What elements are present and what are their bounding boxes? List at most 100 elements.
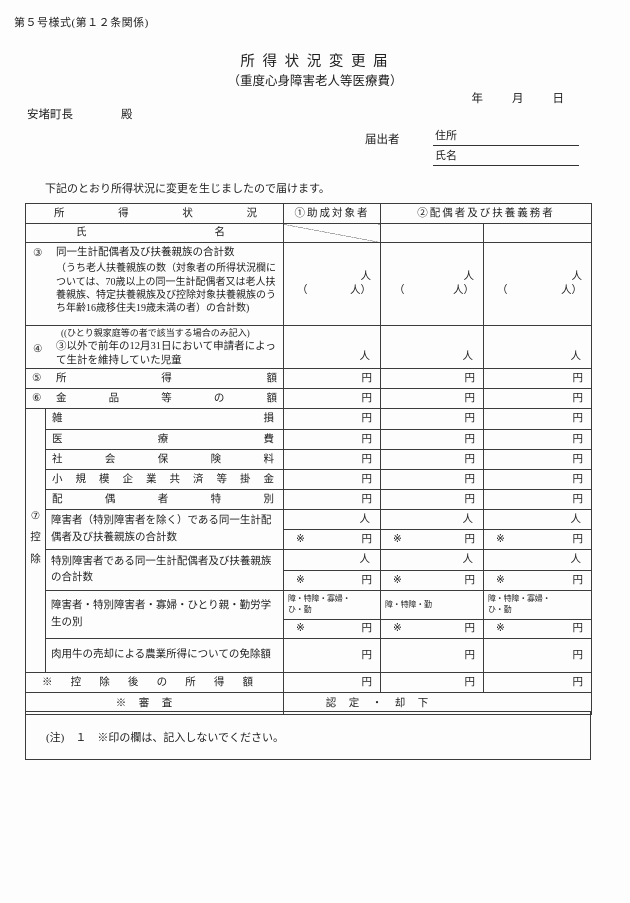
row5-value-recipient[interactable]: 円 xyxy=(283,368,381,390)
deduction-disabled-label: 障害者（特別障害者を除く）である同一生計配偶者及び扶養親族の合計数 xyxy=(45,509,284,551)
row5-value-spouse1[interactable]: 円 xyxy=(380,368,484,390)
date-month-label: 月 xyxy=(512,93,524,105)
category-spouse1[interactable]: 障・特障・勤 xyxy=(380,590,484,621)
date-year-label: 年 xyxy=(471,93,484,105)
deduction-misc-loss-label: 雑損 xyxy=(45,408,284,431)
row6-value-recipient[interactable]: 円 xyxy=(283,388,381,410)
row4-value-spouse2[interactable]: 人 xyxy=(483,324,592,370)
medical-recipient[interactable]: 円 xyxy=(283,429,381,451)
deduction-cattle-label: 肉用牛の売却による農業所得についての免除額 xyxy=(45,638,284,674)
social-insurance-recipient[interactable]: 円 xyxy=(283,449,381,471)
row4-label: ④ ((ひとり親家庭等の者で該当する場合のみ記入) ③以外で前年の12月31日に… xyxy=(25,324,284,370)
row4-value-spouse1[interactable]: 人 xyxy=(380,324,484,370)
cattle-spouse2[interactable]: 円 xyxy=(483,638,592,674)
diagonal-cell xyxy=(283,223,381,243)
row4-value-recipient[interactable]: 人 xyxy=(283,324,381,370)
row3-number: ③ xyxy=(33,248,43,259)
category-yen-recipient[interactable]: ※ 円 xyxy=(283,619,381,640)
col-header-spouse-dependents: ②配偶者及び扶養義務者 xyxy=(380,203,592,224)
note-text: (注) １ ※印の欄は、記入しないでください。 xyxy=(46,732,284,744)
category-yen-spouse1[interactable]: ※ 円 xyxy=(380,619,484,640)
address-field[interactable]: 住所 xyxy=(433,128,579,146)
disabled-yen-spouse2[interactable]: ※ 円 xyxy=(483,529,592,551)
misc-loss-recipient[interactable]: 円 xyxy=(283,408,381,431)
deduction-small-business-label: 小規模企業共済等掛金 xyxy=(45,469,284,491)
cattle-spouse1[interactable]: 円 xyxy=(380,638,484,674)
row3-title: 同一生計配偶者及び扶養親族の合計数 xyxy=(56,247,235,258)
row6-value-spouse1[interactable]: 円 xyxy=(380,388,484,410)
row5-label: ⑤ 所得額 xyxy=(25,368,284,390)
medical-spouse2[interactable]: 円 xyxy=(483,429,592,451)
after-deduction-label: ※控除後の所得額 xyxy=(25,672,284,694)
category-yen-spouse2[interactable]: ※ 円 xyxy=(483,619,592,640)
name-cell-spouse1[interactable] xyxy=(380,223,484,243)
name-row-label: 氏名 xyxy=(25,223,284,243)
disabled-count-recipient[interactable]: 人 xyxy=(283,509,381,531)
cattle-recipient[interactable]: 円 xyxy=(283,638,381,674)
address-label: 住所 xyxy=(435,130,457,142)
after-deduction-spouse1[interactable]: 円 xyxy=(380,672,484,694)
form-number: 第５号様式(第１２条関係) xyxy=(14,17,149,29)
date-line: 年 月 日 xyxy=(472,90,565,106)
special-disabled-count-spouse2[interactable]: 人 xyxy=(483,549,592,572)
row5-number: ⑤ xyxy=(32,372,42,384)
special-disabled-count-recipient[interactable]: 人 xyxy=(283,549,381,572)
spouse-special-recipient[interactable]: 円 xyxy=(283,489,381,511)
page-title: 所 得 状 況 変 更 届 xyxy=(240,54,390,70)
row6-value-spouse2[interactable]: 円 xyxy=(483,388,592,410)
row6-number: ⑥ xyxy=(32,392,42,404)
disabled-yen-spouse1[interactable]: ※ 円 xyxy=(380,529,484,551)
addressee-name: 安堵町長 xyxy=(27,109,73,121)
small-business-spouse1[interactable]: 円 xyxy=(380,469,484,491)
row3-value-spouse1[interactable]: 人 （人） xyxy=(380,242,484,326)
medical-spouse1[interactable]: 円 xyxy=(380,429,484,451)
row3-detail: （うち老人扶養親族の数（対象者の所得状況欄については、70歳以上の同一生計配偶者… xyxy=(56,263,276,314)
deduction-group-label: ⑦ 控除 xyxy=(25,408,46,674)
special-disabled-yen-spouse1[interactable]: ※ 円 xyxy=(380,570,484,592)
special-disabled-yen-spouse2[interactable]: ※ 円 xyxy=(483,570,592,592)
special-disabled-count-spouse1[interactable]: 人 xyxy=(380,549,484,572)
small-business-spouse2[interactable]: 円 xyxy=(483,469,592,491)
deduction-category-label: 障害者・特別障害者・寡婦・ひとり親・勤労学生の別 xyxy=(45,590,284,640)
row4-number: ④ xyxy=(33,344,43,355)
row3-value-recipient[interactable]: 人 （人） xyxy=(283,242,381,326)
income-status-table: 所得状況 ①助成対象者 ②配偶者及び扶養義務者 氏名 ③ 同一生計配偶者及び扶養… xyxy=(25,203,592,716)
disabled-count-spouse1[interactable]: 人 xyxy=(380,509,484,531)
deduction-social-insurance-label: 社会保険料 xyxy=(45,449,284,471)
category-recipient[interactable]: 障・特障・寡婦・ ひ・勤 xyxy=(283,590,381,621)
page-subtitle: （重度心身障害老人等医療費） xyxy=(227,74,403,88)
disabled-yen-recipient[interactable]: ※ 円 xyxy=(283,529,381,551)
row4-title: ③以外で前年の12月31日において申請者によって生計を維持していた児童 xyxy=(56,340,276,366)
social-insurance-spouse2[interactable]: 円 xyxy=(483,449,592,471)
deduction-medical-label: 医療費 xyxy=(45,429,284,451)
declarant-fields: 住所 氏名 xyxy=(433,128,579,168)
row5-value-spouse2[interactable]: 円 xyxy=(483,368,592,390)
disabled-count-spouse2[interactable]: 人 xyxy=(483,509,592,531)
name-cell-spouse2[interactable] xyxy=(483,223,592,243)
date-day-label: 日 xyxy=(552,93,565,105)
review-label: ※ 審 査 xyxy=(25,692,284,716)
deduction-number: ⑦ xyxy=(30,510,41,522)
after-deduction-spouse2[interactable]: 円 xyxy=(483,672,592,694)
spouse-special-spouse2[interactable]: 円 xyxy=(483,489,592,511)
row3-label: ③ 同一生計配偶者及び扶養親族の合計数 （うち老人扶養親族の数（対象者の所得状況… xyxy=(25,242,284,326)
misc-loss-spouse2[interactable]: 円 xyxy=(483,408,592,431)
name-label: 氏名 xyxy=(435,150,457,162)
review-value: 認 定 ・ 却 下 xyxy=(283,692,592,716)
category-spouse2[interactable]: 障・特障・寡婦・ ひ・勤 xyxy=(483,590,592,621)
deduction-label: 控除 xyxy=(30,532,41,566)
spouse-special-spouse1[interactable]: 円 xyxy=(380,489,484,511)
col-header-income-status: 所得状況 xyxy=(25,203,284,224)
row3-value-spouse2[interactable]: 人 （人） xyxy=(483,242,592,326)
row4-note: ((ひとり親家庭等の者で該当する場合のみ記入) xyxy=(61,328,250,338)
special-disabled-yen-recipient[interactable]: ※ 円 xyxy=(283,570,381,592)
name-field[interactable]: 氏名 xyxy=(433,148,579,166)
after-deduction-recipient[interactable]: 円 xyxy=(283,672,381,694)
social-insurance-spouse1[interactable]: 円 xyxy=(380,449,484,471)
misc-loss-spouse1[interactable]: 円 xyxy=(380,408,484,431)
small-business-recipient[interactable]: 円 xyxy=(283,469,381,491)
col-header-recipient: ①助成対象者 xyxy=(283,203,381,224)
note-box: (注) １ ※印の欄は、記入しないでください。 xyxy=(25,711,591,760)
deduction-spouse-special-label: 配偶者特別 xyxy=(45,489,284,511)
intro-text: 下記のとおり所得状況に変更を生じましたので届けます。 xyxy=(45,183,330,195)
